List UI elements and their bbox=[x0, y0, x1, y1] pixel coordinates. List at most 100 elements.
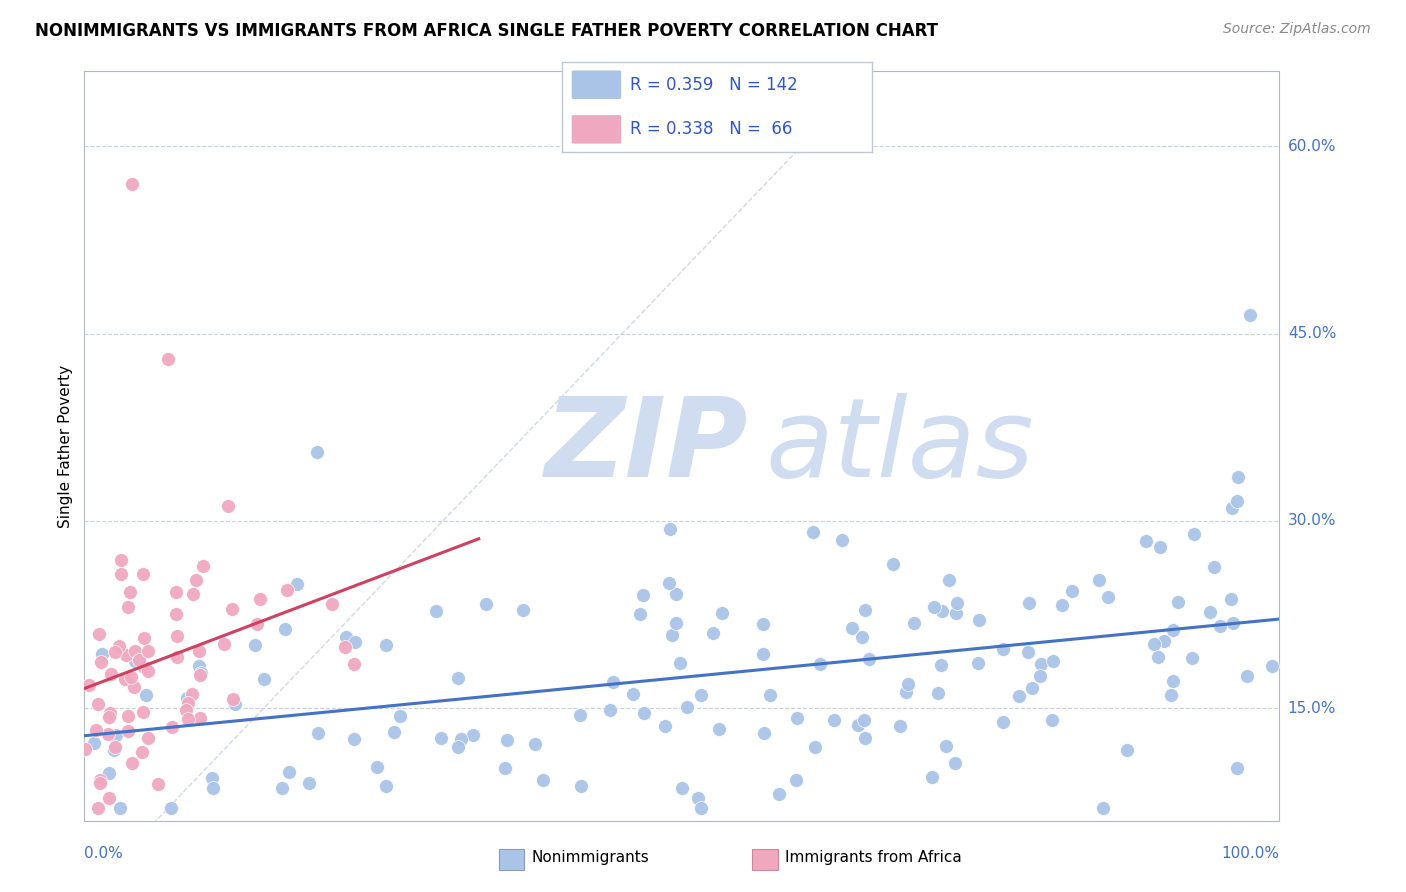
Point bbox=[100, 706, 122, 721]
Point bbox=[531, 773, 554, 788]
Text: atlas: atlas bbox=[766, 392, 1035, 500]
Point bbox=[191, 558, 214, 573]
Point bbox=[188, 668, 211, 682]
Point bbox=[285, 577, 308, 591]
Point bbox=[117, 723, 139, 738]
Point bbox=[177, 696, 200, 710]
Point bbox=[136, 731, 159, 745]
Point bbox=[1029, 669, 1052, 683]
Point bbox=[430, 731, 453, 745]
Point bbox=[967, 657, 990, 671]
Point bbox=[276, 583, 298, 598]
Point bbox=[245, 638, 267, 652]
Point bbox=[1040, 713, 1063, 727]
Point bbox=[166, 629, 188, 643]
Point bbox=[991, 642, 1014, 657]
Point bbox=[98, 791, 121, 805]
Point bbox=[1087, 573, 1109, 587]
Point bbox=[1146, 649, 1168, 664]
Point bbox=[89, 776, 111, 790]
Point bbox=[1021, 681, 1043, 695]
Point bbox=[159, 801, 181, 815]
Point bbox=[342, 657, 364, 672]
Point bbox=[87, 697, 110, 711]
Point bbox=[675, 699, 697, 714]
Point bbox=[121, 756, 143, 770]
Point bbox=[751, 647, 773, 661]
Point bbox=[1149, 540, 1171, 554]
Point bbox=[298, 775, 321, 789]
Point bbox=[366, 760, 388, 774]
Point bbox=[128, 653, 150, 667]
Point bbox=[475, 597, 498, 611]
Y-axis label: Single Father Poverty: Single Father Poverty bbox=[58, 365, 73, 527]
Point bbox=[931, 604, 953, 618]
Point bbox=[851, 630, 873, 644]
Point bbox=[253, 672, 276, 686]
Point bbox=[1167, 595, 1189, 609]
Point bbox=[621, 687, 644, 701]
Point bbox=[222, 691, 245, 706]
Point bbox=[858, 652, 880, 666]
Point bbox=[1060, 584, 1083, 599]
Point bbox=[768, 787, 790, 801]
Point bbox=[921, 770, 943, 784]
Point bbox=[803, 740, 825, 755]
Point bbox=[201, 781, 224, 796]
Point bbox=[425, 604, 447, 618]
Point bbox=[1220, 592, 1243, 607]
Point bbox=[903, 615, 925, 630]
Point bbox=[136, 644, 159, 658]
Point bbox=[117, 708, 139, 723]
Point bbox=[181, 687, 204, 701]
Point bbox=[1236, 669, 1258, 683]
Point bbox=[375, 639, 398, 653]
Point bbox=[97, 766, 120, 780]
Point bbox=[165, 585, 187, 599]
Point bbox=[188, 711, 211, 725]
Point bbox=[665, 616, 688, 631]
Point bbox=[823, 713, 845, 727]
Text: 30.0%: 30.0% bbox=[1288, 514, 1336, 528]
Point bbox=[1042, 654, 1064, 668]
Point bbox=[90, 655, 112, 669]
Point bbox=[494, 761, 516, 775]
Point bbox=[710, 606, 733, 620]
Point bbox=[114, 648, 136, 663]
Point bbox=[124, 654, 146, 668]
Point bbox=[512, 603, 534, 617]
Text: 100.0%: 100.0% bbox=[1222, 846, 1279, 861]
Point bbox=[184, 574, 207, 588]
Point bbox=[134, 660, 156, 674]
Point bbox=[631, 588, 654, 602]
Point bbox=[855, 603, 877, 617]
Point bbox=[108, 801, 131, 815]
Text: ZIP: ZIP bbox=[544, 392, 748, 500]
Point bbox=[633, 706, 655, 721]
Point bbox=[1226, 470, 1249, 484]
Point bbox=[450, 731, 472, 746]
Text: 15.0%: 15.0% bbox=[1288, 701, 1336, 715]
Point bbox=[1208, 619, 1230, 633]
Text: R = 0.359   N = 142: R = 0.359 N = 142 bbox=[630, 76, 799, 94]
Point bbox=[190, 666, 212, 681]
Point bbox=[165, 607, 187, 621]
Point bbox=[628, 607, 651, 621]
Point bbox=[104, 645, 127, 659]
Point bbox=[188, 659, 211, 673]
Point bbox=[1222, 616, 1244, 631]
Point bbox=[249, 591, 271, 606]
Point bbox=[75, 742, 97, 756]
Point bbox=[1204, 559, 1226, 574]
Point bbox=[602, 675, 624, 690]
Point bbox=[110, 567, 132, 582]
Point bbox=[927, 686, 949, 700]
Point bbox=[187, 643, 209, 657]
Point bbox=[335, 630, 357, 644]
Point bbox=[104, 739, 127, 754]
Point bbox=[599, 702, 621, 716]
Point bbox=[1135, 534, 1157, 549]
Point bbox=[335, 640, 357, 655]
Point bbox=[568, 708, 591, 723]
Point bbox=[217, 499, 239, 513]
